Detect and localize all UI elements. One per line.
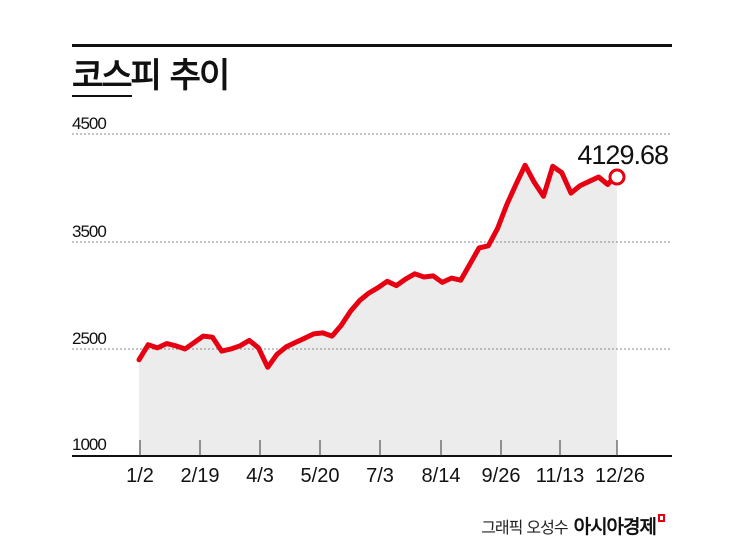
x-tick-label: 7/3 xyxy=(366,465,394,487)
graphic-credit: 그래픽 오성수 xyxy=(481,518,568,537)
area-fill xyxy=(139,165,617,456)
x-tick-label: 12/26 xyxy=(595,465,645,487)
x-tick-label: 9/26 xyxy=(482,465,521,487)
footer-credit: 그래픽 오성수 아시아경제 xyxy=(481,512,665,539)
chart-title: 코스피 추이 xyxy=(72,56,230,96)
title-underline xyxy=(72,95,132,97)
x-tick-label: 2/19 xyxy=(181,465,220,487)
y-tick-label: 1000 xyxy=(72,435,106,454)
x-tick-label: 1/2 xyxy=(126,465,154,487)
last-value-label: 4129.68 xyxy=(577,140,668,170)
brand-logo: 아시아경제 xyxy=(573,516,657,538)
brand-mark-icon xyxy=(658,514,665,522)
x-tick-label: 5/20 xyxy=(301,465,340,487)
kospi-line xyxy=(136,162,620,370)
x-tick-label: 4/3 xyxy=(246,465,274,487)
y-tick-label: 4500 xyxy=(72,114,106,133)
y-tick-label: 2500 xyxy=(72,329,106,348)
gridlines xyxy=(72,133,672,350)
last-point-marker xyxy=(608,168,626,186)
x-tick-label: 11/13 xyxy=(536,465,585,487)
top-rule xyxy=(72,44,672,47)
x-ticks xyxy=(139,440,618,456)
x-tick-label: 8/14 xyxy=(422,465,461,487)
y-tick-label: 3500 xyxy=(72,222,106,241)
